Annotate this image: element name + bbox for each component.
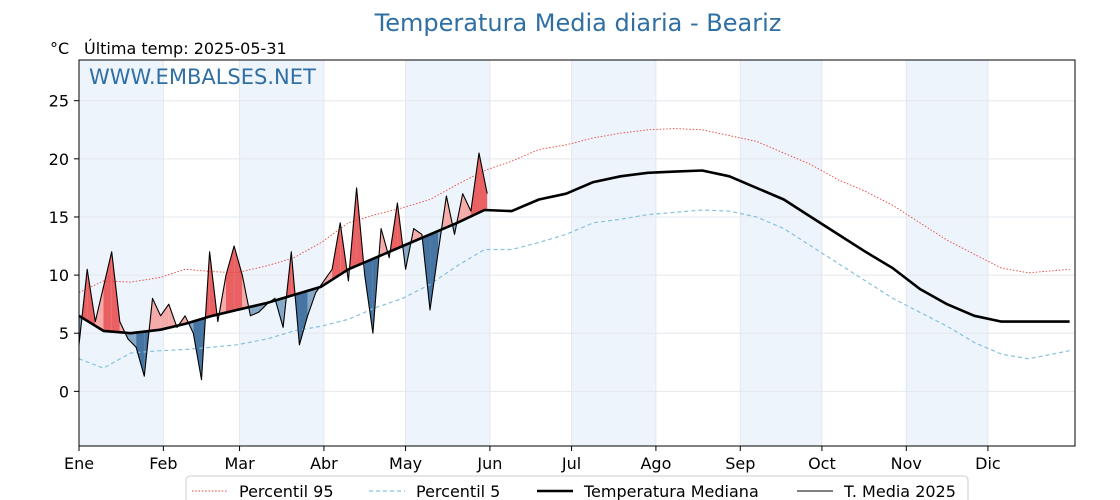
- grid-lines: [78, 60, 1075, 446]
- month-band-jul: [571, 60, 656, 446]
- legend-label-t-media-2025: T. Media 2025: [843, 482, 956, 500]
- fill-above-47-0: [462, 193, 471, 221]
- fill-above-19-0: [234, 246, 243, 311]
- fill-below-27-0: [299, 290, 308, 345]
- month-band-sep: [740, 60, 822, 446]
- x-tick-label-jun: Jun: [476, 454, 502, 473]
- plot-area: WWW.EMBALSES.NET: [78, 59, 1076, 447]
- y-tick-label-20: 20: [49, 150, 69, 169]
- x-tick-label-nov: Nov: [891, 454, 922, 473]
- x-tick-label-abr: Abr: [310, 454, 338, 473]
- y-tick-label-15: 15: [49, 208, 69, 227]
- x-axis: Ene Feb Mar Abr May Jun Jul Ago Sep Oct Nov Dic: [64, 446, 1001, 473]
- fill-above-10-0: [160, 304, 169, 330]
- watermark: WWW.EMBALSES.NET: [89, 65, 316, 89]
- series-line-percentil-5: [78, 209, 1070, 369]
- month-bands: [79, 60, 988, 446]
- month-band-may: [405, 60, 490, 446]
- chart-title: Temperatura Media diaria - Beariz: [374, 9, 782, 37]
- y-tick-label-10: 10: [49, 266, 69, 285]
- x-tick-label-may: May: [389, 454, 422, 473]
- y-tick-label-0: 0: [59, 382, 69, 401]
- fill-below-6-0: [127, 332, 137, 348]
- x-tick-label-ene: Ene: [64, 454, 94, 473]
- month-band-nov: [906, 60, 988, 446]
- y-tick-label-25: 25: [49, 92, 69, 111]
- fill-above-49-0: [479, 153, 488, 213]
- month-band-ene: [79, 60, 164, 446]
- fill-above-18-0: [225, 246, 235, 313]
- x-tick-label-mar: Mar: [224, 454, 255, 473]
- legend-label-temperatura-mediana: Temperatura Mediana: [583, 482, 759, 500]
- x-tick-label-oct: Oct: [808, 454, 836, 473]
- x-tick-label-feb: Feb: [149, 454, 177, 473]
- fill-above-9-0: [152, 298, 161, 331]
- series-lines: [78, 128, 1070, 381]
- legend-label-percentil-95: Percentil 95: [239, 482, 334, 500]
- series-line-percentil-95: [78, 128, 1070, 293]
- y-tick-label-5: 5: [59, 324, 69, 343]
- series-line-temperatura-mediana: [78, 169, 1070, 335]
- x-tick-label-ago: Ago: [640, 454, 671, 473]
- month-band-mar: [239, 60, 324, 446]
- y-unit-label: °C: [50, 39, 69, 58]
- legend-label-percentil-5: Percentil 5: [416, 482, 500, 500]
- x-tick-label-jul: Jul: [561, 454, 581, 473]
- fill-below-43-0: [430, 230, 439, 310]
- fill-below-35-0: [364, 258, 373, 334]
- x-tick-label-dic: Dic: [975, 454, 1001, 473]
- plot-frame: [78, 59, 1076, 447]
- legend: Percentil 95 Percentil 5 Temperatura Media…: [185, 475, 969, 500]
- y-axis: 0 5 10 15 20 25: [49, 92, 79, 401]
- fill-above-3-0: [103, 251, 112, 332]
- legend-box: [185, 475, 969, 500]
- series-line-t-media-2025: [78, 152, 488, 381]
- fill-below-7-0: [136, 331, 145, 377]
- x-tick-label-sep: Sep: [725, 454, 755, 473]
- fill-below-14-0: [193, 319, 202, 380]
- last-temp-label: Última temp: 2025-05-31: [84, 39, 287, 58]
